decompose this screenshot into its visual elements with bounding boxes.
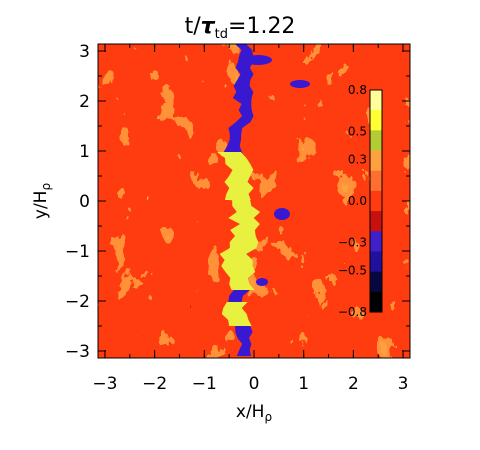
x-tick-label: −3 <box>92 374 117 394</box>
y-axis-title-sub: ρ <box>39 183 53 191</box>
colorbar-tick-label: 0.0 <box>348 194 367 208</box>
front-blue-island <box>274 208 290 220</box>
colorbar-segment <box>370 190 382 212</box>
colorbar-segment <box>370 291 382 313</box>
y-tick-label: −3 <box>65 342 90 362</box>
title-value: =1.22 <box>228 14 295 39</box>
colorbar-segment <box>370 150 382 172</box>
y-axis-title-main: y/H <box>31 191 51 220</box>
x-tick-label: 3 <box>398 374 409 394</box>
colorbar-segment <box>370 271 382 293</box>
axis-ticks: −3 −2 −1 0 1 2 3 −3 −2 −1 0 1 2 3 <box>65 42 410 394</box>
colorbar-segment <box>370 110 382 131</box>
x-axis-title: x/Hρ <box>236 402 272 424</box>
chart-title: t/τtd=1.22 <box>185 14 296 42</box>
x-tick-label: 2 <box>348 374 359 394</box>
y-tick-label: 2 <box>79 92 90 112</box>
x-tick-label: −2 <box>142 374 167 394</box>
x-axis-title-main: x/H <box>236 402 265 422</box>
colorbar-segment <box>370 251 382 273</box>
front-yellow-patch <box>217 152 254 200</box>
y-tick-label: 1 <box>79 142 90 162</box>
colorbar-tick-label: 0.5 <box>348 125 367 139</box>
colorbar-segment <box>370 170 382 192</box>
colorbar-tick-label: −0.5 <box>338 263 367 277</box>
colorbar-frame <box>369 89 383 313</box>
y-axis-title: y/Hρ <box>31 183 53 219</box>
colorbar-tick-label: −0.8 <box>338 305 367 319</box>
colorbar: 0.8 0.5 0.3 0.0 −0.3 −0.5 −0.8 <box>338 83 383 319</box>
front-layer <box>217 44 310 356</box>
x-axis-title-sub: ρ <box>264 410 272 424</box>
y-tick-label: −2 <box>65 292 90 312</box>
field-texture-bright <box>98 44 410 358</box>
colorbar-segment <box>370 231 382 252</box>
colorbar-tick-label: 0.3 <box>348 152 367 166</box>
front-yellow-patch <box>221 302 252 326</box>
y-tick-label: 0 <box>79 192 90 212</box>
colorbar-segment <box>370 90 382 111</box>
front-yellow-patch <box>219 200 261 290</box>
colorbar-segment <box>370 211 382 232</box>
title-main: t/ <box>185 14 202 39</box>
x-tick-label: −1 <box>192 374 217 394</box>
y-tick-label: 3 <box>79 42 90 62</box>
y-tick-label: −1 <box>65 242 90 262</box>
x-tick-label: 0 <box>249 374 260 394</box>
x-tick-label: 1 <box>298 374 309 394</box>
front-blue-island <box>256 278 268 286</box>
title-sub: td <box>215 27 228 42</box>
front-blue-island <box>244 55 272 65</box>
colorbar-tick-label: 0.8 <box>348 83 367 97</box>
front-blue-island <box>290 80 310 88</box>
title-tau: τ <box>201 14 216 39</box>
colorbar-segment <box>370 130 382 152</box>
colorbar-tick-label: −0.3 <box>338 236 367 250</box>
heatmap-field <box>98 44 410 358</box>
